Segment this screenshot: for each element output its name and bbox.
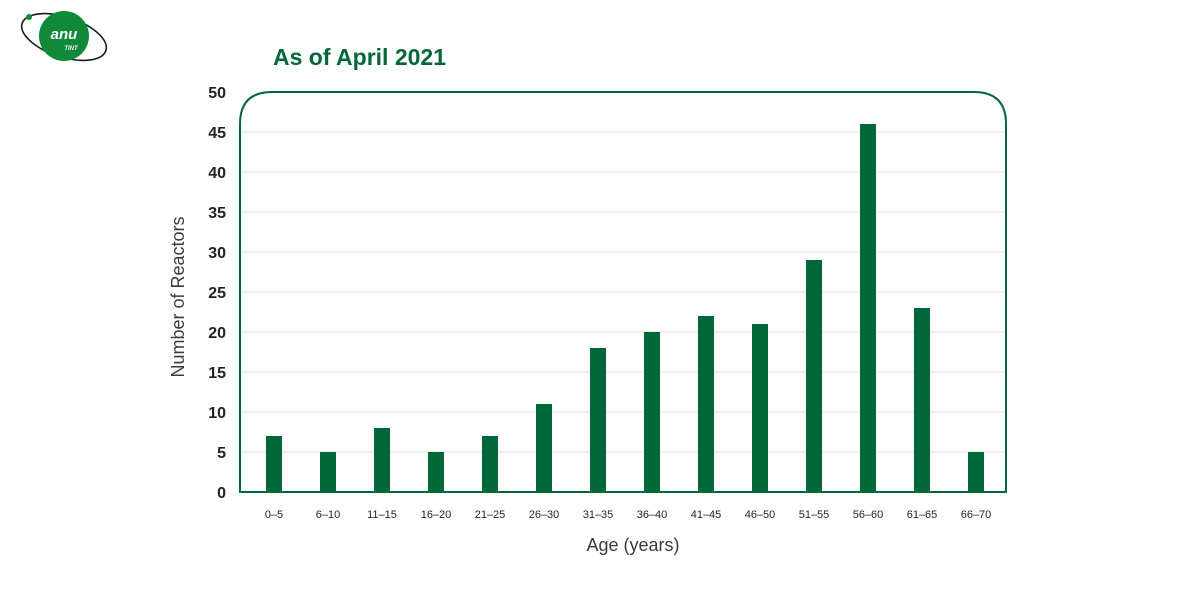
- bar: [644, 332, 660, 492]
- y-tick-label: 40: [208, 165, 226, 182]
- bars: [266, 124, 984, 492]
- x-tick-label: 36–40: [637, 509, 668, 521]
- x-tick-label: 56–60: [853, 509, 884, 521]
- plot-frame: [239, 91, 1007, 493]
- x-tick-label: 66–70: [961, 509, 992, 521]
- x-tick-label: 6–10: [316, 509, 340, 521]
- bar: [860, 124, 876, 492]
- bar: [914, 308, 930, 492]
- y-axis-ticks: 0 5 10 15 20 25 30 35 40 45 50: [208, 85, 226, 502]
- bar: [374, 428, 390, 492]
- bar: [482, 436, 498, 492]
- y-tick-label: 0: [217, 485, 226, 502]
- bar: [320, 452, 336, 492]
- logo-globe: [39, 11, 89, 61]
- x-axis-ticks: 0–5 6–10 11–15 16–20 21–25 26–30 31–35 36–40 41–…: [265, 509, 991, 521]
- anu-tint-logo: anu TINT: [20, 11, 108, 62]
- y-tick-label: 15: [208, 365, 226, 382]
- x-tick-label: 31–35: [583, 509, 614, 521]
- x-tick-label: 51–55: [799, 509, 830, 521]
- x-tick-label: 16–20: [421, 509, 452, 521]
- y-tick-label: 5: [217, 445, 226, 462]
- bar: [428, 452, 444, 492]
- x-tick-label: 61–65: [907, 509, 938, 521]
- y-axis-title: Number of Reactors: [168, 216, 188, 377]
- y-tick-label: 50: [208, 85, 226, 102]
- bar: [968, 452, 984, 492]
- bar: [752, 324, 768, 492]
- x-tick-label: 0–5: [265, 509, 283, 521]
- x-tick-label: 41–45: [691, 509, 722, 521]
- y-tick-label: 45: [208, 125, 226, 142]
- bar: [806, 260, 822, 492]
- x-tick-label: 46–50: [745, 509, 776, 521]
- bar: [536, 404, 552, 492]
- x-tick-label: 26–30: [529, 509, 560, 521]
- y-tick-label: 25: [208, 285, 226, 302]
- bar: [266, 436, 282, 492]
- chart-title: As of April 2021: [273, 44, 446, 70]
- y-tick-label: 35: [208, 205, 226, 222]
- x-tick-label: 21–25: [475, 509, 506, 521]
- y-tick-label: 20: [208, 325, 226, 342]
- logo-electron: [26, 14, 32, 20]
- x-tick-label: 11–15: [367, 509, 397, 521]
- logo-text-tint: TINT: [64, 46, 79, 52]
- bar: [590, 348, 606, 492]
- logo-text-anu: anu: [51, 26, 78, 43]
- y-tick-label: 30: [208, 245, 226, 262]
- bar: [698, 316, 714, 492]
- y-tick-label: 10: [208, 405, 226, 422]
- gridlines: [240, 131, 1006, 453]
- x-axis-title: Age (years): [586, 535, 679, 555]
